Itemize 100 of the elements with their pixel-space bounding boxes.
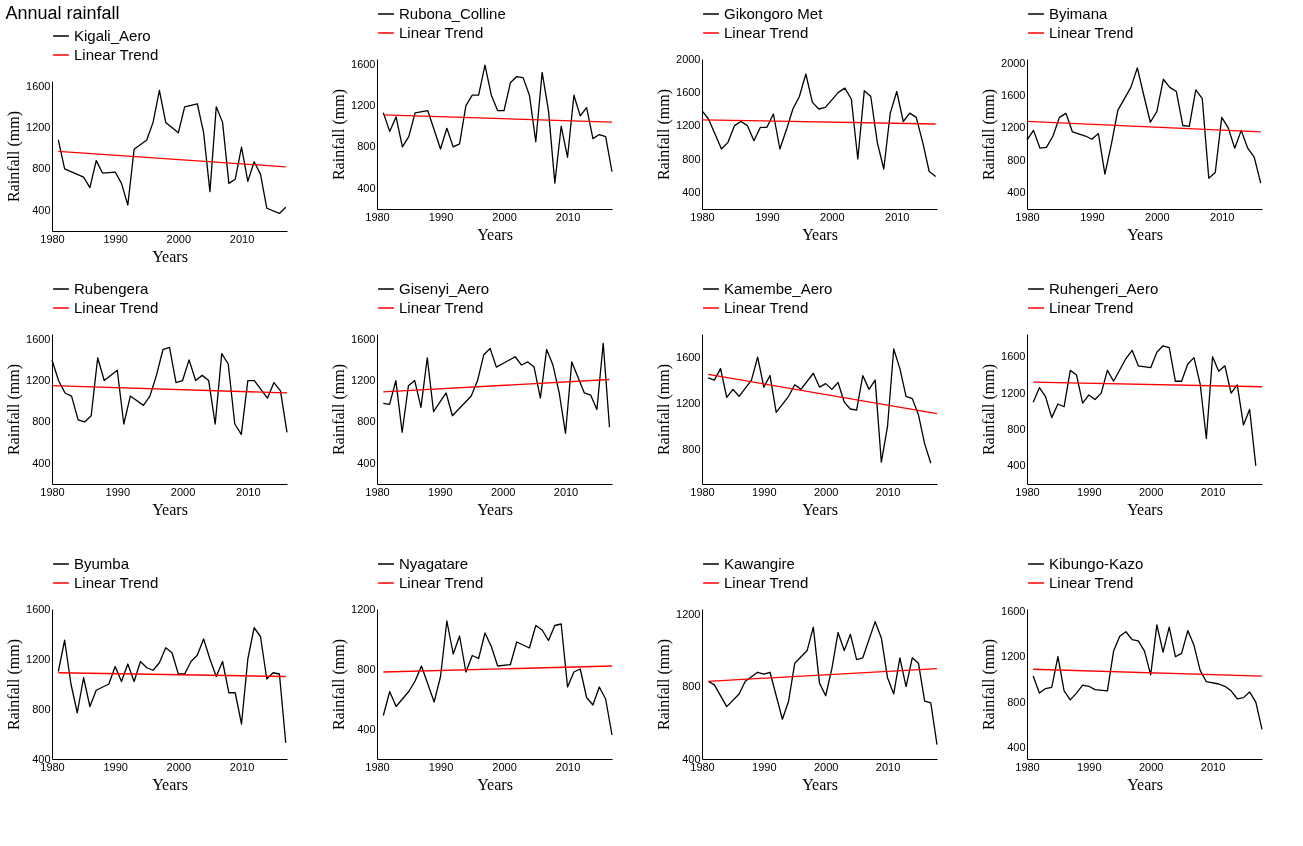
- y-tick-label: 1200: [26, 374, 51, 387]
- x-tick-label: 1990: [103, 232, 128, 245]
- x-tick-label: 2000: [813, 485, 839, 498]
- x-tick-label: 2000: [170, 485, 196, 498]
- y-tick-label: 1200: [351, 99, 376, 112]
- y-tick-label: 1200: [351, 602, 376, 615]
- legend-label: Kigali_Aero: [74, 27, 151, 44]
- y-tick-label: 800: [32, 162, 51, 175]
- legend-label: Linear Trend: [74, 574, 159, 591]
- y-tick-label: 400: [32, 456, 51, 469]
- y-tick-label: 800: [357, 662, 376, 675]
- y-axis-title: Rainfall (mm): [5, 363, 24, 456]
- x-tick-label: 1980: [690, 210, 715, 223]
- legend-label: Byimana: [1049, 5, 1109, 22]
- line-series: [707, 348, 932, 464]
- x-tick-label: 2010: [229, 232, 255, 245]
- line-series: [57, 627, 287, 744]
- x-tick-label: 1990: [752, 485, 777, 498]
- x-tick-label: 1990: [1077, 485, 1102, 498]
- x-tick-label: 2010: [553, 485, 579, 498]
- x-tick-label: 1980: [690, 485, 715, 498]
- x-tick-label: 1990: [428, 210, 454, 223]
- x-axis-title: Years: [477, 225, 513, 243]
- x-tick-label: 1990: [105, 485, 131, 498]
- y-tick-label: 1200: [676, 396, 701, 409]
- y-tick-label: 400: [357, 722, 376, 735]
- y-tick-label: 1200: [1001, 650, 1026, 663]
- x-tick-label: 2000: [492, 210, 517, 223]
- y-tick-label: 1600: [676, 350, 701, 363]
- y-axis-title: Rainfall (mm): [655, 638, 674, 731]
- x-axis-title: Years: [802, 500, 838, 518]
- x-tick-label: 1980: [365, 760, 390, 773]
- x-axis-title: Years: [1127, 500, 1163, 518]
- line-series: [57, 89, 287, 215]
- y-tick-label: 800: [682, 152, 701, 165]
- y-axis-title: Rainfall (mm): [330, 88, 349, 181]
- x-tick-label: 1990: [752, 760, 777, 773]
- y-tick-label: 800: [682, 680, 701, 693]
- y-tick-label: 1600: [26, 602, 51, 615]
- y-tick-label: 1600: [1001, 350, 1026, 363]
- legend-label: Gikongoro Met: [724, 5, 824, 22]
- y-axis-title: Rainfall (mm): [5, 110, 24, 203]
- y-tick-label: 1600: [26, 332, 51, 345]
- legend-label: Nyagatare: [399, 555, 469, 572]
- x-tick-label: 1990: [103, 760, 128, 773]
- legend-label: Linear Trend: [399, 574, 484, 591]
- y-tick-label: 1600: [26, 79, 51, 92]
- legend-label: Kibungo-Kazo: [1049, 555, 1144, 572]
- legend-label: Linear Trend: [399, 24, 484, 41]
- line-series: [1032, 345, 1257, 467]
- x-tick-label: 2010: [1200, 485, 1226, 498]
- y-tick-label: 800: [682, 442, 701, 455]
- legend-label: Linear Trend: [74, 299, 159, 316]
- legend-label: Rubona_Colline: [399, 5, 506, 22]
- y-tick-label: 400: [682, 185, 701, 198]
- x-axis-title: Years: [1127, 225, 1163, 243]
- x-tick-label: 1990: [428, 485, 453, 498]
- x-tick-label: 2000: [490, 485, 516, 498]
- y-axis-title: Rainfall (mm): [980, 638, 999, 731]
- line-series: [707, 621, 938, 746]
- y-tick-label: 800: [32, 702, 51, 715]
- x-tick-label: 2000: [492, 760, 517, 773]
- x-tick-label: 1990: [1080, 210, 1105, 223]
- x-tick-label: 1980: [1015, 210, 1040, 223]
- y-tick-label: 400: [1007, 741, 1026, 754]
- legend-label: Linear Trend: [399, 299, 484, 316]
- y-axis-title: Rainfall (mm): [5, 638, 24, 731]
- x-tick-label: 2000: [813, 760, 839, 773]
- legend-label: Rubengera: [74, 280, 149, 297]
- legend-label: Linear Trend: [724, 574, 809, 591]
- legend-label: Linear Trend: [724, 299, 809, 316]
- y-tick-label: 400: [32, 203, 51, 216]
- x-axis-title: Years: [1127, 775, 1163, 793]
- y-tick-label: 800: [357, 415, 376, 428]
- legend-label: Kawangire: [724, 555, 795, 572]
- y-tick-label: 1200: [676, 119, 701, 132]
- y-axis-title: Rainfall (mm): [655, 88, 674, 181]
- y-tick-label: 1200: [676, 607, 701, 620]
- x-tick-label: 2010: [1200, 760, 1226, 773]
- x-axis-title: Years: [152, 247, 188, 265]
- x-tick-label: 1980: [1015, 485, 1040, 498]
- x-tick-label: 2010: [555, 760, 581, 773]
- y-tick-label: 1200: [1001, 386, 1026, 399]
- x-axis-title: Years: [152, 775, 188, 793]
- y-tick-label: 800: [32, 415, 51, 428]
- y-axis-title: Rainfall (mm): [330, 363, 349, 456]
- y-tick-label: 800: [1007, 422, 1026, 435]
- y-tick-label: 800: [1007, 695, 1026, 708]
- y-tick-label: 1600: [1001, 88, 1026, 101]
- x-tick-label: 2010: [885, 210, 910, 223]
- y-tick-label: 400: [357, 456, 376, 469]
- x-axis-title: Years: [477, 500, 513, 518]
- x-tick-label: 1980: [365, 210, 390, 223]
- y-tick-label: 1600: [676, 85, 701, 98]
- legend-label: Gisenyi_Aero: [399, 280, 490, 297]
- x-tick-label: 1980: [365, 485, 390, 498]
- x-tick-label: 2000: [1138, 760, 1164, 773]
- x-axis-title: Years: [152, 500, 188, 518]
- legend-label: Byumba: [74, 555, 130, 572]
- x-tick-label: 2010: [1210, 210, 1235, 223]
